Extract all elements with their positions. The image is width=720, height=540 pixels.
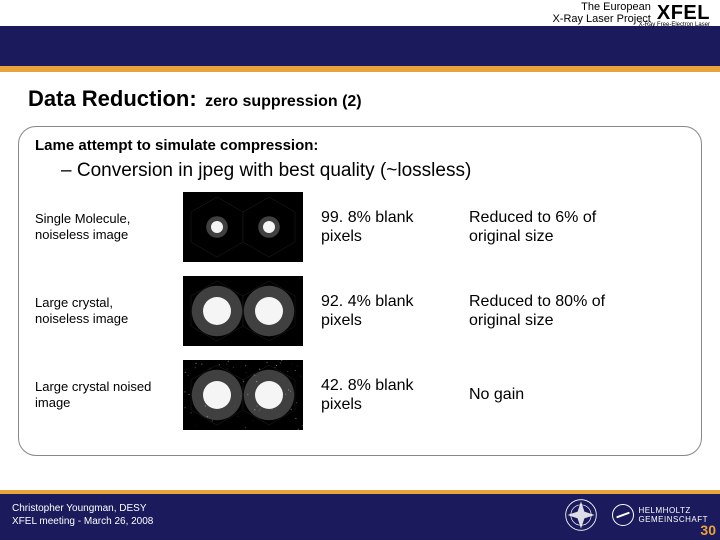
header: The European X-Ray Laser Project XFEL X-… bbox=[0, 0, 720, 72]
project-line1: The European bbox=[581, 1, 651, 13]
helmholtz-circle-icon bbox=[612, 504, 634, 526]
helmholtz-line2: GEMEINSCHAFT bbox=[638, 515, 708, 524]
row-blank-pct: 99. 8% blank pixels bbox=[321, 208, 451, 246]
row-image bbox=[183, 276, 303, 346]
row-reduction: Reduced to 6% of original size bbox=[469, 208, 629, 246]
row-image bbox=[183, 192, 303, 262]
footer-logos: HELMHOLTZ GEMEINSCHAFT bbox=[564, 498, 708, 532]
row-blank-pct: 92. 4% blank pixels bbox=[321, 292, 451, 330]
footer-credits: Christopher Youngman, DESY XFEL meeting … bbox=[12, 502, 153, 528]
footer-meeting: XFEL meeting - March 26, 2008 bbox=[12, 516, 153, 527]
row-reduction: No gain bbox=[469, 385, 629, 404]
content-box: Lame attempt to simulate compression: – … bbox=[18, 126, 702, 456]
xfel-subtitle: X-Ray Free-Electron Laser bbox=[639, 22, 710, 28]
row-label: Single Molecule, noiseless image bbox=[35, 211, 165, 242]
page-number: 30 bbox=[700, 522, 716, 538]
helmholtz-text: HELMHOLTZ GEMEINSCHAFT bbox=[638, 506, 708, 524]
diffraction-image-icon bbox=[183, 276, 303, 346]
footer-author: Christopher Youngman, DESY bbox=[12, 503, 147, 514]
orange-accent-bar bbox=[0, 66, 720, 72]
row-label: Large crystal noised image bbox=[35, 379, 165, 410]
title-main: Data Reduction: bbox=[28, 86, 197, 111]
data-row: Single Molecule, noiseless image 99. 8% … bbox=[35, 192, 685, 262]
diffraction-image-icon bbox=[183, 192, 303, 262]
helmholtz-line1: HELMHOLTZ bbox=[638, 506, 690, 515]
desy-logo-icon bbox=[564, 498, 598, 532]
data-row: Large crystal, noiseless image 92. 4% bl… bbox=[35, 276, 685, 346]
title-sub: zero suppression (2) bbox=[205, 93, 361, 110]
helmholtz-logo: HELMHOLTZ GEMEINSCHAFT bbox=[612, 504, 708, 526]
footer-accent-bar bbox=[0, 490, 720, 494]
rows-container: Single Molecule, noiseless image 99. 8% … bbox=[35, 192, 685, 430]
slide-title: Data Reduction: zero suppression (2) bbox=[0, 72, 720, 120]
project-line2: X-Ray Laser Project bbox=[552, 13, 650, 25]
row-image bbox=[183, 360, 303, 430]
data-row: Large crystal noised image 42. 8% blank … bbox=[35, 360, 685, 430]
intro-line: Lame attempt to simulate compression: bbox=[35, 137, 685, 154]
footer: Christopher Youngman, DESY XFEL meeting … bbox=[0, 490, 720, 540]
row-label: Large crystal, noiseless image bbox=[35, 295, 165, 326]
conversion-line: – Conversion in jpeg with best quality (… bbox=[61, 160, 685, 182]
row-blank-pct: 42. 8% blank pixels bbox=[321, 376, 451, 414]
header-strip: The European X-Ray Laser Project XFEL X-… bbox=[0, 0, 720, 26]
row-reduction: Reduced to 80% of original size bbox=[469, 292, 629, 330]
diffraction-image-icon bbox=[183, 360, 303, 430]
project-name: The European X-Ray Laser Project bbox=[552, 1, 650, 25]
